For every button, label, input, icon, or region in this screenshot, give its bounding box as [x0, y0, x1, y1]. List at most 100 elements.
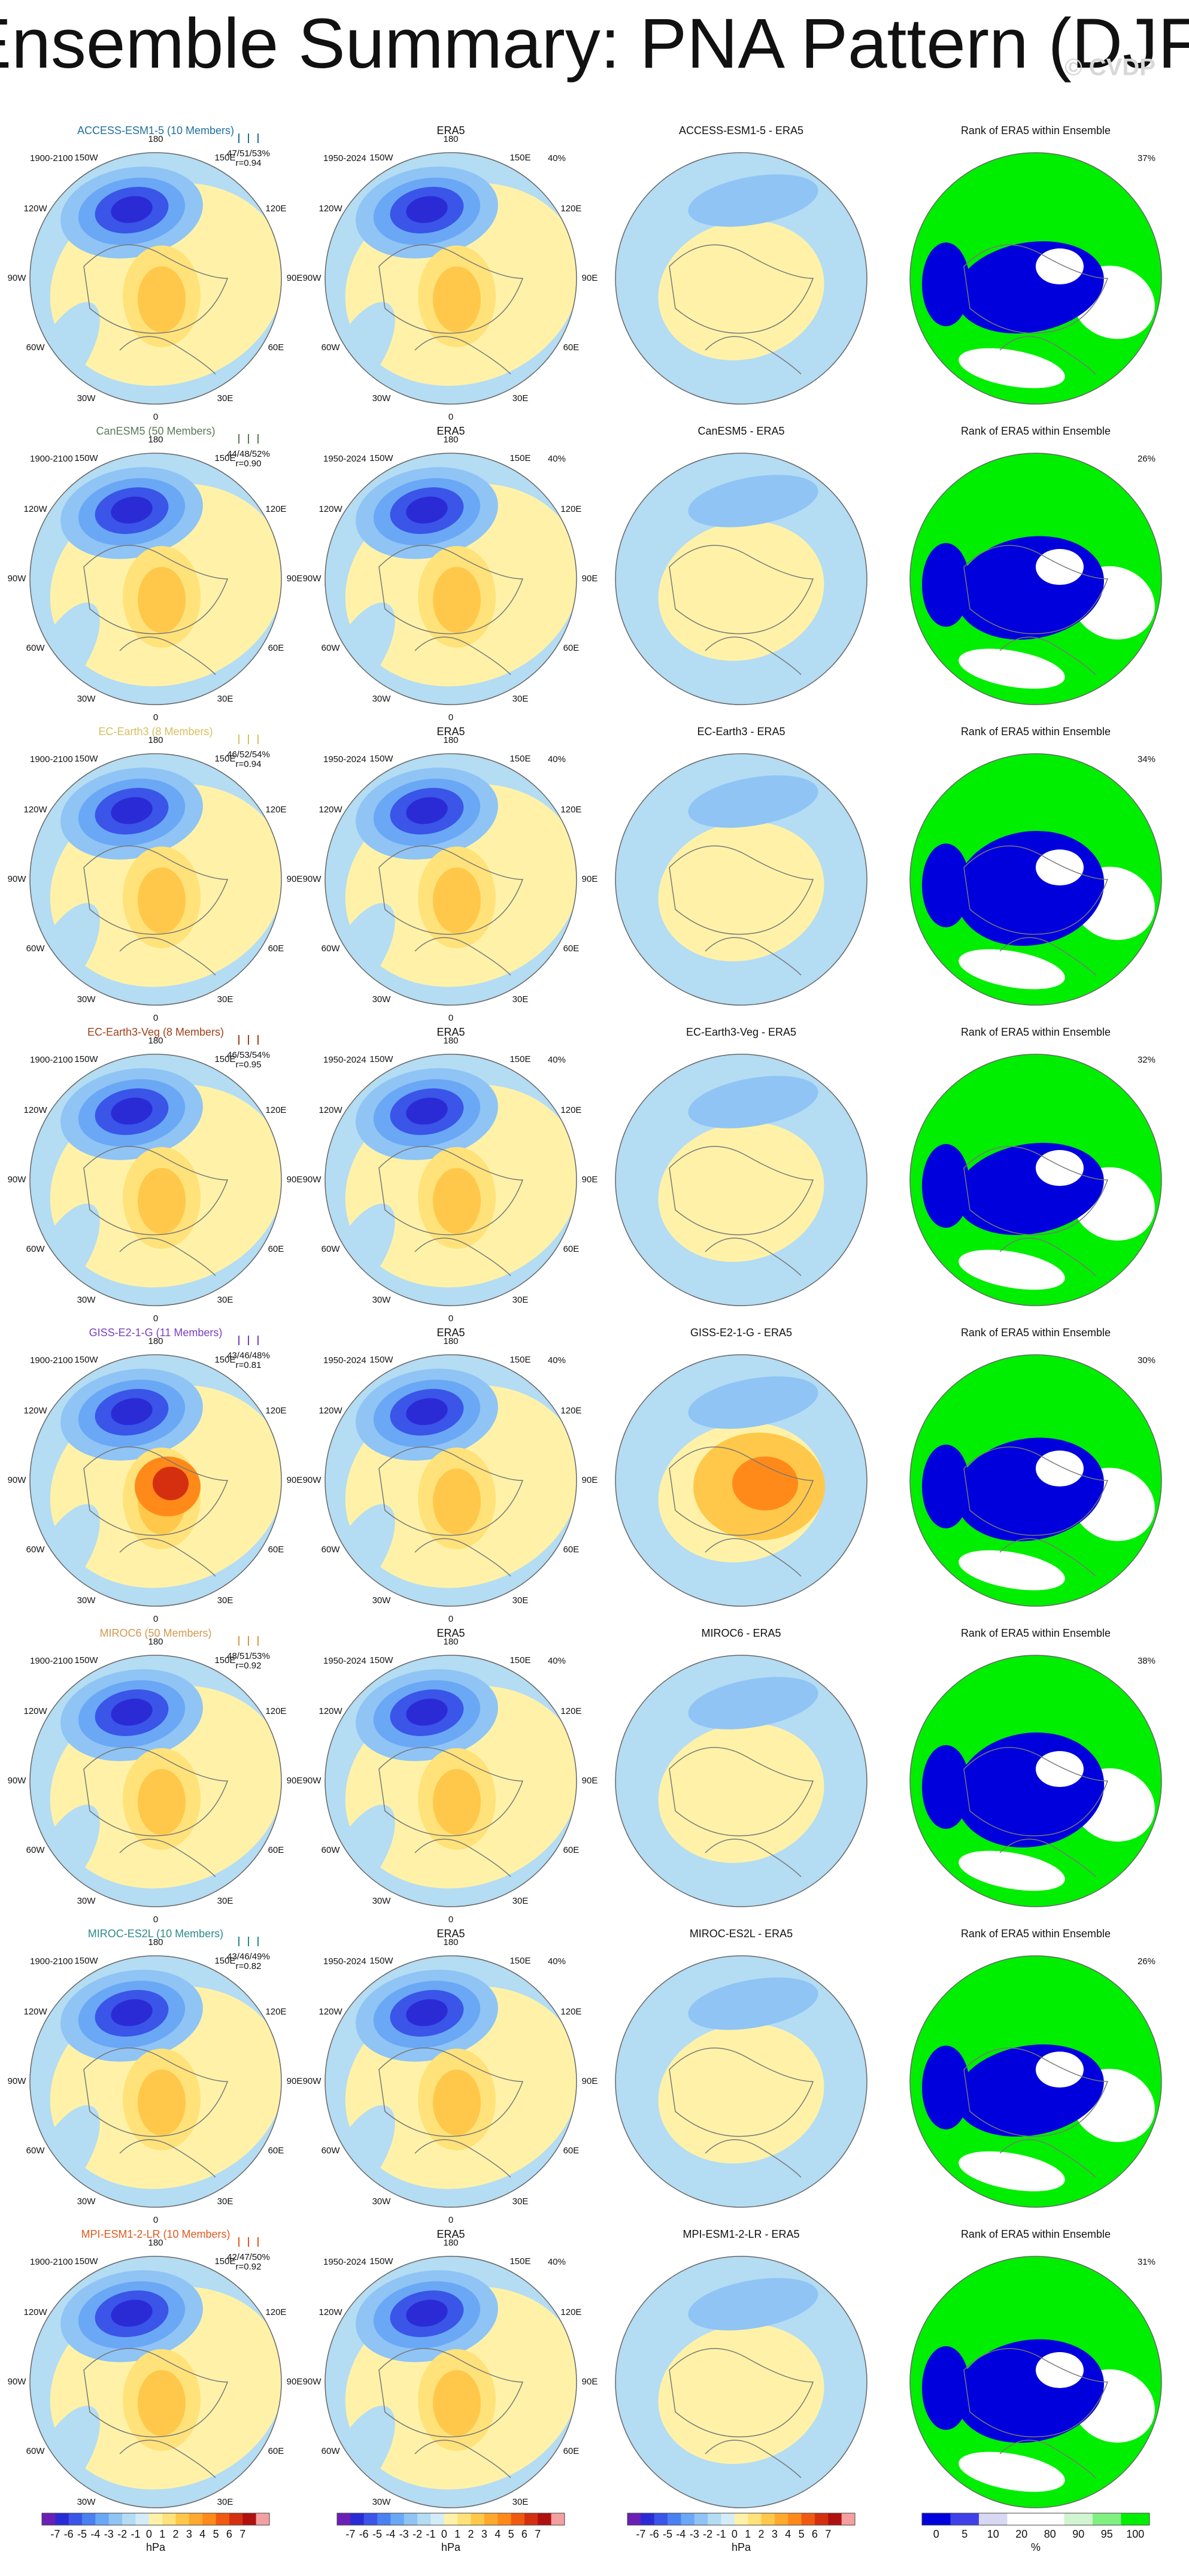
coastline [83, 845, 229, 976]
colorbar-tick: -3 [690, 2528, 699, 2540]
contour [959, 1550, 1065, 1591]
lon-label: 120W [23, 1706, 47, 1716]
lon-label: 0 [153, 2215, 158, 2225]
map [30, 1956, 281, 2207]
contour [922, 1144, 970, 1228]
period: 1900-2100 [30, 153, 73, 163]
lon-label: 30W [372, 393, 392, 403]
lon-label: 90W [8, 2076, 27, 2086]
contour [138, 2070, 186, 2135]
colorbar-tick: 4 [495, 2528, 501, 2540]
explained-variance: 40% [548, 1355, 566, 1366]
colorbar-tick: 7 [535, 2528, 541, 2540]
period: 1950-2024 [323, 1656, 366, 1666]
lon-label: 60W [321, 2146, 341, 2156]
map [30, 1054, 281, 1306]
lon-label: 180 [443, 435, 458, 445]
lon-label: 0 [153, 412, 158, 422]
coastline [963, 845, 1109, 976]
colorbar-tick: -2 [703, 2528, 712, 2540]
contour [138, 2370, 186, 2436]
colorbar-unit: hPa [441, 2541, 461, 2553]
lon-label: 0 [448, 1013, 453, 1023]
contour [1036, 2052, 1084, 2087]
contour [688, 1977, 818, 2030]
contour [433, 567, 481, 633]
colorbar-tick: -4 [386, 2528, 395, 2540]
coastline [669, 2047, 814, 2178]
colorbar-swatch [108, 2513, 123, 2525]
lon-label: 150W [74, 453, 98, 463]
colorbar-swatch [694, 2513, 708, 2525]
lon-label: 90E [287, 574, 303, 584]
lon-label: 30E [512, 393, 529, 403]
colorbar-tick: -3 [399, 2528, 409, 2540]
lon-label: 90E [287, 1776, 303, 1786]
era5-title: ERA5 [436, 726, 465, 738]
map [910, 1655, 1161, 1907]
colorbar-unit: hPa [146, 2541, 166, 2553]
colorbar-swatch [404, 2513, 418, 2525]
map [325, 1054, 577, 1306]
lon-label: 150W [74, 1054, 98, 1064]
contour [138, 1769, 186, 1835]
contour [922, 2346, 970, 2430]
colorbar-swatch [979, 2513, 1008, 2525]
lon-label: 30E [217, 393, 233, 403]
colorbar-tick: -4 [676, 2528, 686, 2540]
lon-label: 60W [26, 1545, 46, 1555]
model-title: CanESM5 (50 Members) [96, 425, 215, 437]
contour [1036, 549, 1084, 585]
contour [688, 475, 818, 527]
colorbar-tick: -5 [77, 2528, 87, 2540]
lon-label: 30W [77, 2196, 96, 2207]
colorbar-tick: 2 [759, 2528, 765, 2540]
colorbar-swatch [457, 2513, 472, 2525]
lon-label: 60E [268, 943, 284, 954]
colorbar-tick: -2 [117, 2528, 127, 2540]
pattern-correlation: r=0.81 [236, 1360, 262, 1370]
colorbar-swatch [627, 2513, 641, 2525]
colorbar-swatch [922, 2513, 951, 2525]
lon-label: 60E [563, 1845, 580, 1855]
lon-label: 30E [217, 694, 233, 704]
lon-label: 60E [268, 2146, 284, 2156]
coastline [378, 2348, 524, 2478]
colorbar-swatch [430, 2513, 445, 2525]
colorbar-tick: 2 [173, 2528, 179, 2540]
map [615, 1054, 867, 1306]
map [30, 453, 281, 705]
page-title: Ensemble Summary: PNA Pattern (DJF) [0, 4, 1189, 83]
contour [658, 2023, 824, 2164]
lon-label: 30W [372, 1295, 392, 1305]
lon-label: 90W [8, 874, 27, 884]
lon-label: 30E [512, 2497, 529, 2507]
period: 1950-2024 [323, 153, 366, 163]
contour [922, 1445, 970, 1528]
map [30, 2256, 281, 2508]
colorbar-tick: 7 [239, 2528, 245, 2540]
colorbar-swatch [551, 2513, 565, 2525]
lon-label: 180 [443, 735, 458, 745]
map-border [909, 753, 1162, 1006]
colorbar-tick: 3 [772, 2528, 778, 2540]
map-border [615, 2256, 868, 2508]
lon-label: 0 [448, 712, 453, 723]
contour [658, 2324, 824, 2464]
model-title: MIROC6 (50 Members) [99, 1627, 211, 1639]
map [325, 1355, 577, 1606]
contour [688, 775, 818, 828]
lon-label: 150E [509, 754, 530, 764]
lon-label: 150W [369, 1054, 393, 1064]
lon-label: 150E [509, 1054, 530, 1064]
map-border [29, 453, 282, 705]
lon-label: 0 [448, 412, 453, 422]
lon-label: 90E [287, 874, 303, 884]
coastline [83, 1747, 229, 1877]
rank-percent: 32% [1138, 1055, 1155, 1065]
colorbar-tick: 0 [732, 2528, 738, 2540]
lon-label: 90W [303, 574, 322, 584]
map-border [909, 1054, 1162, 1306]
lon-label: 120E [265, 1406, 286, 1416]
period: 1950-2024 [323, 1956, 366, 1967]
